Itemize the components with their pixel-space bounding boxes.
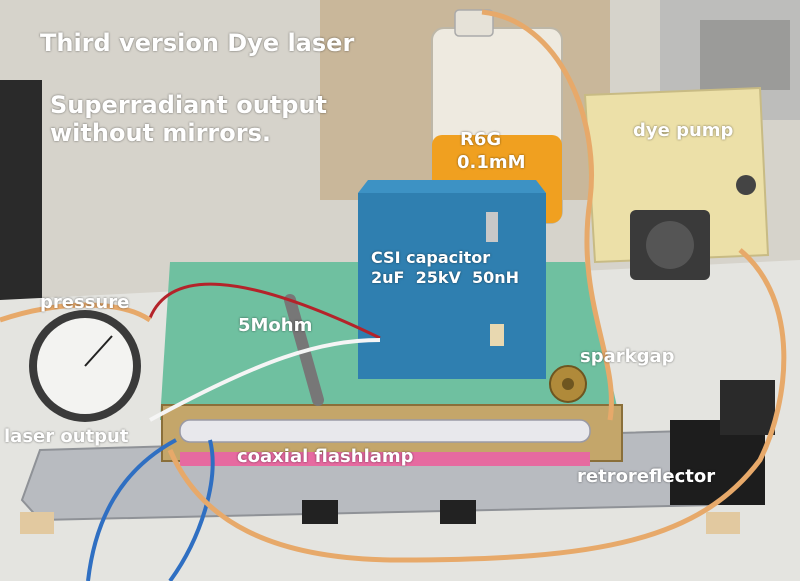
- instrument-panel: [700, 20, 790, 90]
- base-block-1: [302, 500, 338, 524]
- capacitor-box: [358, 180, 546, 379]
- blue-tube-left: [86, 438, 177, 581]
- retroreflector-label: retroreflector: [577, 466, 716, 487]
- dye-tube-return: [167, 248, 787, 563]
- dye-label-line1: R6G: [460, 129, 502, 150]
- foot-block-right: [706, 512, 740, 534]
- flashlamp-label: coaxial flashlamp: [237, 446, 414, 467]
- dye-tube-left: [0, 302, 152, 323]
- sparkgap-label: sparkgap: [580, 346, 675, 367]
- sparkgap-icon: [549, 365, 587, 403]
- foot-block-left: [20, 512, 54, 534]
- pressure-label: pressure: [40, 292, 130, 313]
- subtitle-line2: without mirrors.: [50, 119, 271, 147]
- dye-tube-main: [481, 9, 614, 421]
- base-block-2: [440, 500, 476, 524]
- flashlamp-assembly: [161, 404, 623, 466]
- red-wire: [148, 282, 381, 340]
- capacitor-label-line2: 2uF 25kV 50nH: [371, 268, 520, 287]
- dye-pump-unit: [583, 86, 770, 280]
- blue-tube-front: [168, 439, 215, 581]
- dark-equipment-left: [0, 80, 42, 300]
- retroreflector-mount: [670, 380, 775, 505]
- pressure-gauge-icon: [29, 310, 141, 422]
- white-wire: [149, 338, 381, 422]
- subtitle-line1: Superradiant output: [50, 91, 327, 119]
- capacitor-label-line1: CSI capacitor: [371, 248, 491, 267]
- dye-pump-label: dye pump: [633, 120, 734, 141]
- dye-label-line2: 0.1mM: [457, 152, 526, 173]
- title-label: Third version Dye laser: [40, 29, 355, 57]
- resistor-label: 5Mohm: [238, 315, 313, 336]
- laser-output-label: laser output: [4, 426, 129, 447]
